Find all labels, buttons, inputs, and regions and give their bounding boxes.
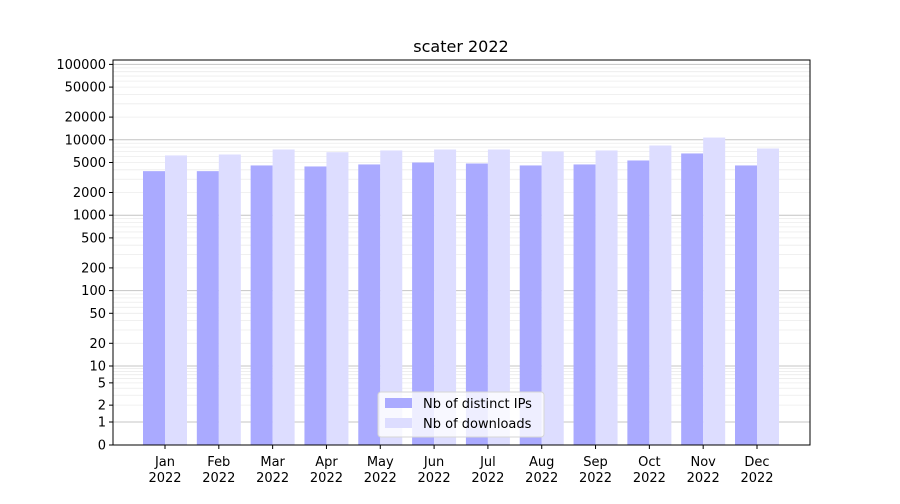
bar-downloads <box>434 149 457 445</box>
y-tick-label: 50000 <box>65 81 106 96</box>
y-tick-label: 2000 <box>73 186 106 201</box>
y-axis: 0 1 2 510 20 50 100 200 500 1000 2000 5000 10000 2000… <box>56 58 113 454</box>
x-tick-label: Apr 2022 <box>310 455 343 486</box>
bar-distinct-ips <box>304 166 327 445</box>
bar-downloads <box>326 152 349 445</box>
bar-distinct-ips <box>143 171 165 445</box>
x-tick-label: Feb 2022 <box>202 455 235 486</box>
y-tick-label: 500 <box>81 231 106 246</box>
y-tick-label: 10 <box>89 360 106 375</box>
bar-distinct-ips <box>735 165 757 445</box>
legend-label: Nb of distinct IPs <box>423 397 532 412</box>
x-tick-label: Jul 2022 <box>471 455 504 486</box>
bar-downloads <box>703 137 726 445</box>
y-tick-label: 2 <box>98 399 106 414</box>
plot-frame <box>112 59 811 446</box>
y-tick-label: 100000 <box>56 58 106 73</box>
bar-downloads <box>541 151 564 445</box>
bar-distinct-ips <box>681 153 704 445</box>
bar-distinct-ips <box>573 164 596 445</box>
y-tick-label: 20 <box>89 337 106 352</box>
x-tick-label: Dec 2022 <box>740 455 773 486</box>
bar-distinct-ips <box>519 165 542 445</box>
legend-swatch <box>385 418 412 428</box>
x-tick-label: Jan 2022 <box>148 455 181 486</box>
x-tick-label: Jun 2022 <box>418 455 451 486</box>
x-tick-label: Oct 2022 <box>633 455 666 486</box>
bar-downloads <box>649 145 672 445</box>
bar-distinct-ips <box>358 164 381 445</box>
legend: Nb of distinct IPs Nb of downloads <box>377 391 545 438</box>
bar-downloads <box>595 150 618 445</box>
y-tick-label: 5 <box>98 376 106 391</box>
chart-title: scater 2022 <box>413 37 508 56</box>
bar-downloads <box>757 148 779 445</box>
bar-distinct-ips <box>412 162 435 445</box>
y-tick-label: 50 <box>89 307 106 322</box>
x-tick-label: Aug 2022 <box>525 455 558 486</box>
x-axis: Jan 2022 Feb 2022 Mar 2022 Apr 2022 May 2022 Jun 20… <box>148 445 774 486</box>
y-tick-label: 5000 <box>73 156 106 171</box>
y-tick-label: 100 <box>81 284 106 299</box>
bar-distinct-ips <box>196 171 219 445</box>
y-tick-label: 200 <box>81 261 106 276</box>
y-tick-label: 0 <box>98 439 106 454</box>
x-tick-label: May 2022 <box>364 455 397 486</box>
bar-distinct-ips <box>465 163 488 446</box>
bar-downloads <box>218 154 241 445</box>
y-tick-label: 1000 <box>73 209 106 224</box>
bar-downloads <box>380 150 403 445</box>
bars <box>143 137 779 446</box>
bar-downloads <box>487 149 510 445</box>
bar-downloads <box>272 149 295 445</box>
bar-distinct-ips <box>250 165 273 445</box>
x-tick-label: Sep 2022 <box>579 455 612 486</box>
x-tick-label: Mar 2022 <box>256 455 289 486</box>
y-tick-label: 1 <box>98 416 106 431</box>
y-tick-label: 20000 <box>65 111 106 126</box>
y-tick-label: 10000 <box>65 133 106 148</box>
bar-downloads <box>165 155 187 445</box>
x-tick-label: Nov 2022 <box>687 455 720 486</box>
legend-swatch <box>385 398 412 408</box>
bar-distinct-ips <box>627 160 650 446</box>
legend-label: Nb of downloads <box>423 417 532 432</box>
legend-box <box>377 391 545 438</box>
